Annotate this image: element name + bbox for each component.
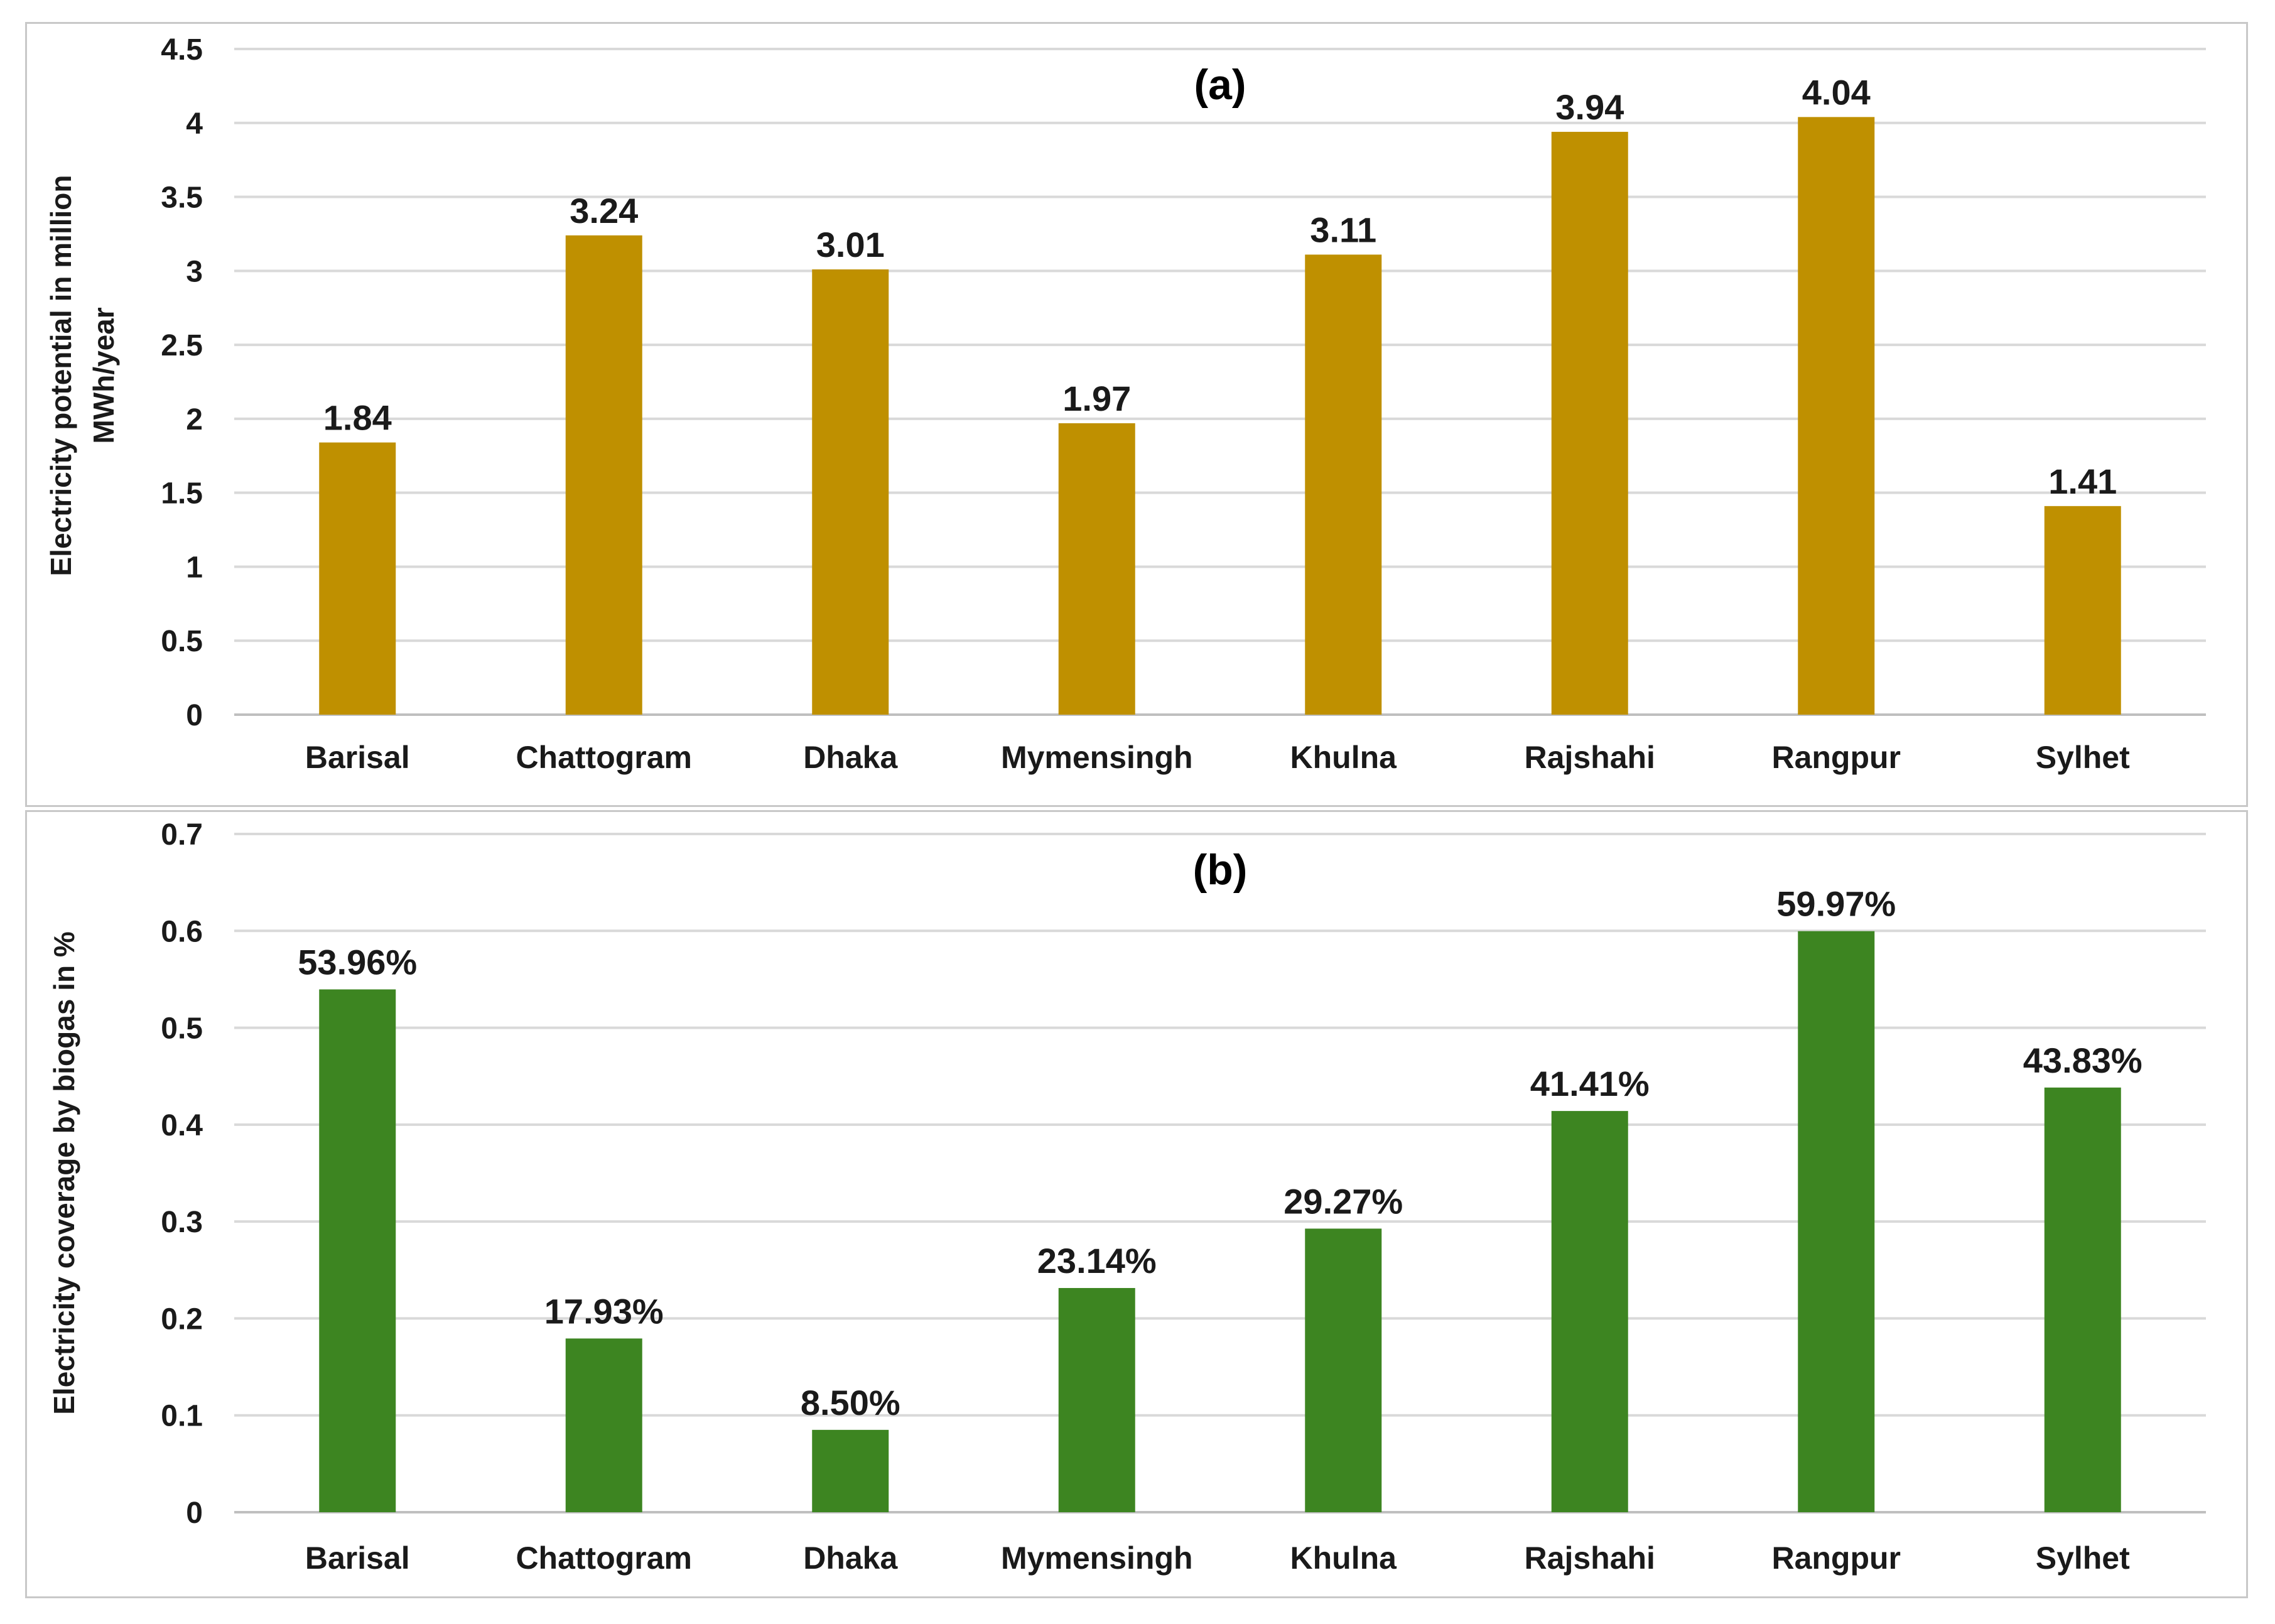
y-axis-label: Electricity coverage by biogas in % xyxy=(48,931,80,1415)
y-tick-label: 0.5 xyxy=(161,1012,203,1046)
bar-khulna xyxy=(1305,254,1382,715)
bar-sylhet xyxy=(2044,1087,2121,1512)
category-label: Sylhet xyxy=(2036,740,2130,775)
y-tick-label: 0.4 xyxy=(161,1109,203,1142)
bar-rajshahi xyxy=(1551,131,1628,715)
data-label: 53.96% xyxy=(298,942,417,982)
bar-rangpur xyxy=(1798,931,1875,1512)
data-label: 41.41% xyxy=(1530,1064,1650,1103)
data-label: 59.97% xyxy=(1776,884,1896,924)
y-tick-label: 0.6 xyxy=(161,915,203,948)
y-tick-label: 2 xyxy=(186,403,203,436)
chart-a-svg: 0 0.5 1 1.5 2 2.5 3 3.5 4 4.5 1.84 Barisal 3.24 Chatt… xyxy=(45,33,2206,775)
data-label: 1.41 xyxy=(2048,462,2117,501)
data-label: 43.83% xyxy=(2023,1041,2143,1080)
category-label: Chattogram xyxy=(516,740,692,775)
category-label: Dhaka xyxy=(803,1540,898,1576)
chart-panel-b: 0 0.1 0.2 0.3 0.4 0.5 0.6 0.7 53.96% Barisal 17.93… xyxy=(25,810,2248,1598)
data-label: 23.14% xyxy=(1037,1241,1157,1280)
data-label: 29.27% xyxy=(1283,1181,1403,1221)
y-tick-label: 1 xyxy=(186,551,203,584)
data-label: 3.24 xyxy=(570,191,638,230)
data-label: 3.94 xyxy=(1555,87,1624,127)
y-tick-label: 4 xyxy=(186,107,203,141)
y-tick-label: 0 xyxy=(186,1497,203,1530)
bar-rajshahi xyxy=(1551,1111,1628,1512)
chart-b-svg: 0 0.1 0.2 0.3 0.4 0.5 0.6 0.7 53.96% Barisal 17.93… xyxy=(48,818,2206,1576)
category-label: Rangpur xyxy=(1771,740,1901,775)
bar-barisal xyxy=(319,989,396,1512)
y-tick-label: 1.5 xyxy=(161,477,203,511)
chart-panel-a: 0 0.5 1 1.5 2 2.5 3 3.5 4 4.5 1.84 Barisal 3.24 Chatt… xyxy=(25,22,2248,807)
category-label: Mymensingh xyxy=(1001,1540,1193,1576)
data-label: 4.04 xyxy=(1802,72,1871,112)
bar-sylhet xyxy=(2044,506,2121,715)
category-label: Barisal xyxy=(305,740,410,775)
y-tick-label: 2.5 xyxy=(161,329,203,362)
chart-title-a: (a) xyxy=(1194,61,1246,109)
data-label: 1.97 xyxy=(1062,379,1131,418)
data-label: 8.50% xyxy=(801,1383,900,1422)
category-label: Chattogram xyxy=(516,1540,692,1576)
y-tick-label: 4.5 xyxy=(161,33,203,67)
y-tick-label: 3.5 xyxy=(161,181,203,215)
bar-rangpur xyxy=(1798,117,1875,715)
bar-mymensingh xyxy=(1058,1287,1135,1512)
y-axis-label: Electricity potential in million xyxy=(45,175,77,577)
category-label: Rajshahi xyxy=(1525,1540,1655,1576)
category-label: Rangpur xyxy=(1771,1540,1901,1576)
data-label: 3.01 xyxy=(816,225,885,264)
category-label: Khulna xyxy=(1290,1540,1398,1576)
y-tick-label: 3 xyxy=(186,255,203,288)
y-tick-label: 0.7 xyxy=(161,818,203,852)
bar-mymensingh xyxy=(1058,423,1135,715)
bar-chattogram xyxy=(565,1338,642,1512)
y-tick-label: 0.1 xyxy=(161,1400,203,1433)
bar-dhaka xyxy=(812,1429,889,1512)
data-label: 17.93% xyxy=(544,1291,664,1331)
y-tick-label: 0 xyxy=(186,699,203,732)
category-label: Sylhet xyxy=(2036,1540,2130,1576)
bar-chattogram xyxy=(565,235,642,715)
data-label: 1.84 xyxy=(323,398,392,438)
category-label: Rajshahi xyxy=(1525,740,1655,775)
y-tick-label: 0.5 xyxy=(161,625,203,658)
category-label: Khulna xyxy=(1290,740,1398,775)
bar-barisal xyxy=(319,442,396,715)
y-tick-label: 0.2 xyxy=(161,1302,203,1336)
y-tick-label: 0.3 xyxy=(161,1206,203,1239)
category-label: Dhaka xyxy=(803,740,898,775)
category-label: Mymensingh xyxy=(1001,740,1193,775)
data-label: 3.11 xyxy=(1310,210,1376,249)
bar-dhaka xyxy=(812,269,889,715)
chart-title-b: (b) xyxy=(1193,846,1248,894)
category-label: Barisal xyxy=(305,1540,410,1576)
bar-khulna xyxy=(1305,1228,1382,1512)
y-axis-label: MWh/year xyxy=(87,307,120,443)
